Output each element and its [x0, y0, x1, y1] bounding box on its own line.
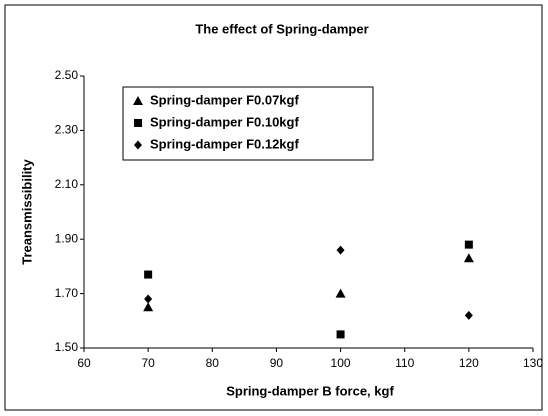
x-tick-label: 70 [141, 356, 155, 370]
y-tick-label: 2.10 [55, 177, 79, 191]
y-tick-label: 2.50 [55, 68, 79, 82]
data-point [144, 294, 153, 304]
legend-box [122, 86, 374, 161]
legend-label: Spring-damper F0.12kgf [150, 136, 299, 151]
legend-marker [134, 140, 142, 150]
data-point [464, 310, 473, 320]
data-point [143, 302, 154, 312]
x-tick-label: 120 [459, 356, 479, 370]
chart-title: The effect of Spring-damper [195, 21, 368, 36]
x-tick-label: 100 [331, 356, 351, 370]
y-tick-label: 1.90 [55, 231, 79, 245]
x-axis-title: Spring-damper B force, kgf [226, 383, 394, 398]
y-axis-title: Treansmissibility [19, 158, 34, 264]
y-tick-label: 1.50 [55, 340, 79, 354]
legend-marker [133, 96, 143, 105]
data-point [336, 245, 345, 255]
data-point [463, 253, 474, 263]
data-point [336, 330, 345, 339]
legend-label: Spring-damper F0.07kgf [150, 92, 299, 107]
x-tick-label: 110 [395, 356, 414, 370]
data-point [144, 270, 153, 279]
legend-label: Spring-damper F0.10kgf [150, 114, 299, 129]
y-tick-label: 1.70 [55, 286, 79, 300]
chart-border [4, 4, 543, 411]
x-tick-label: 60 [77, 356, 91, 370]
x-tick-label: 80 [206, 356, 220, 370]
x-tick-label: 90 [270, 356, 284, 370]
legend-marker [134, 119, 142, 127]
y-tick-label: 2.30 [55, 123, 79, 137]
x-tick-label: 130 [523, 356, 543, 370]
data-point [464, 240, 473, 249]
data-point [335, 288, 346, 298]
